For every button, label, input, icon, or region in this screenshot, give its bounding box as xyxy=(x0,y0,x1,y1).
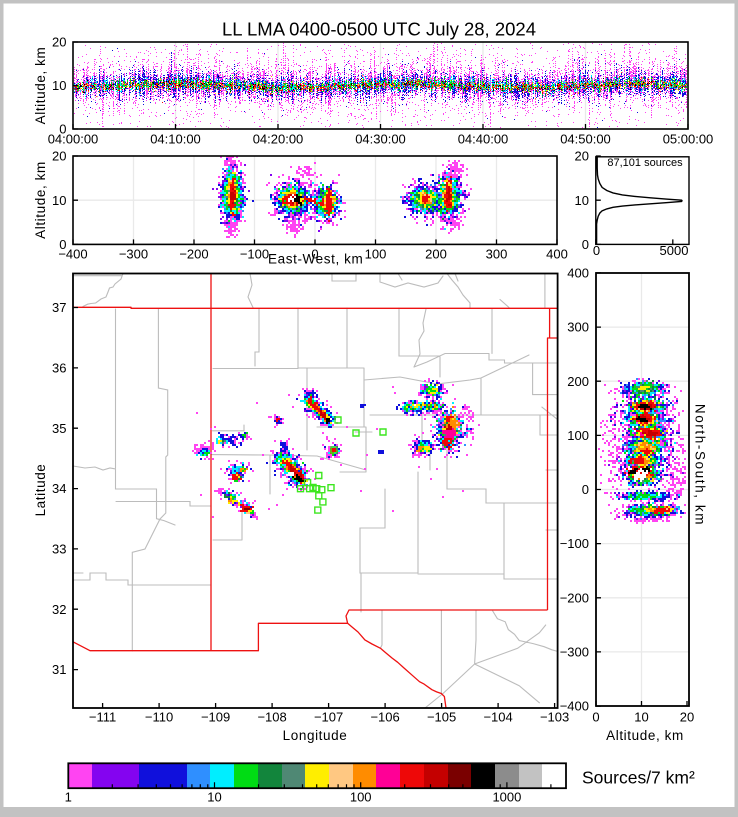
svg-text:05:00:00: 05:00:00 xyxy=(663,132,714,147)
svg-text:0: 0 xyxy=(311,247,318,262)
svg-text:10: 10 xyxy=(52,78,66,93)
svg-text:Altitude, km: Altitude, km xyxy=(606,728,684,743)
svg-text:10: 10 xyxy=(52,193,66,208)
svg-text:04:30:00: 04:30:00 xyxy=(355,132,406,147)
svg-text:−108: −108 xyxy=(257,710,286,725)
svg-text:0: 0 xyxy=(582,482,589,497)
svg-text:1: 1 xyxy=(65,790,72,805)
svg-text:0: 0 xyxy=(582,237,589,252)
svg-text:−104: −104 xyxy=(483,710,512,725)
svg-text:36: 36 xyxy=(52,361,66,376)
svg-text:37: 37 xyxy=(52,300,66,315)
svg-text:East-West, km: East-West, km xyxy=(268,252,363,267)
svg-text:−200: −200 xyxy=(179,247,208,262)
svg-text:0: 0 xyxy=(59,122,66,137)
svg-text:−106: −106 xyxy=(370,710,399,725)
svg-text:35: 35 xyxy=(52,421,66,436)
svg-text:100: 100 xyxy=(365,247,387,262)
svg-text:−300: −300 xyxy=(560,645,589,660)
svg-text:−103: −103 xyxy=(540,710,569,725)
svg-text:300: 300 xyxy=(486,247,508,262)
svg-text:400: 400 xyxy=(546,247,568,262)
svg-text:100: 100 xyxy=(350,790,372,805)
svg-text:10: 10 xyxy=(575,193,589,208)
svg-text:Altitude, km: Altitude, km xyxy=(33,161,48,239)
svg-text:−109: −109 xyxy=(201,710,230,725)
svg-text:20: 20 xyxy=(575,149,589,164)
svg-text:04:00:00: 04:00:00 xyxy=(48,132,99,147)
svg-text:20: 20 xyxy=(680,710,694,725)
svg-text:1000: 1000 xyxy=(492,790,521,805)
svg-text:5000: 5000 xyxy=(660,243,689,258)
svg-text:Altitude, km: Altitude, km xyxy=(33,47,48,125)
svg-text:04:10:00: 04:10:00 xyxy=(150,132,201,147)
svg-text:Sources/7 km²: Sources/7 km² xyxy=(582,768,695,788)
svg-text:−300: −300 xyxy=(119,247,148,262)
svg-text:0: 0 xyxy=(592,710,599,725)
svg-text:200: 200 xyxy=(425,247,447,262)
svg-text:0: 0 xyxy=(593,243,600,258)
svg-text:200: 200 xyxy=(567,374,589,389)
svg-text:87,101 sources: 87,101 sources xyxy=(607,157,683,169)
svg-text:04:20:00: 04:20:00 xyxy=(253,132,304,147)
svg-text:10: 10 xyxy=(207,790,221,805)
svg-text:−111: −111 xyxy=(89,710,116,725)
svg-text:10: 10 xyxy=(634,710,648,725)
svg-text:32: 32 xyxy=(52,602,66,617)
svg-text:20: 20 xyxy=(52,149,66,164)
svg-text:Latitude: Latitude xyxy=(33,464,48,517)
svg-text:−100: −100 xyxy=(240,247,269,262)
svg-text:−400: −400 xyxy=(58,247,87,262)
svg-text:North-South, km: North-South, km xyxy=(693,404,708,526)
svg-text:Longitude: Longitude xyxy=(283,728,348,743)
svg-text:−110: −110 xyxy=(145,710,173,725)
svg-text:04:40:00: 04:40:00 xyxy=(458,132,509,147)
svg-text:20: 20 xyxy=(52,35,66,50)
svg-text:33: 33 xyxy=(52,542,66,557)
svg-text:−100: −100 xyxy=(560,536,589,551)
svg-text:−105: −105 xyxy=(427,710,456,725)
svg-text:LL LMA 0400-0500 UTC July 28,: LL LMA 0400-0500 UTC July 28, 2024 xyxy=(222,19,536,40)
svg-text:0: 0 xyxy=(59,237,66,252)
svg-text:34: 34 xyxy=(52,481,66,496)
svg-text:300: 300 xyxy=(567,320,589,335)
svg-text:−400: −400 xyxy=(560,699,589,714)
svg-text:−200: −200 xyxy=(560,590,589,605)
svg-text:31: 31 xyxy=(52,662,66,677)
svg-text:−107: −107 xyxy=(314,710,343,725)
svg-text:04:50:00: 04:50:00 xyxy=(560,132,611,147)
svg-text:400: 400 xyxy=(567,266,589,281)
svg-text:100: 100 xyxy=(567,428,589,443)
